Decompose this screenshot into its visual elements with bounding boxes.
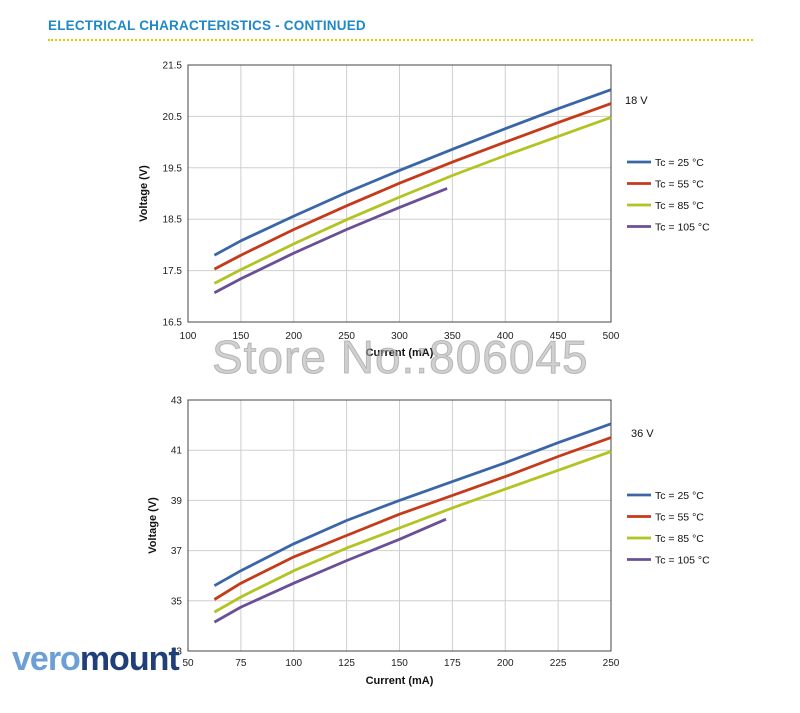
chart1-ytick-label: 33 (171, 647, 183, 658)
section-header: ELECTRICAL CHARACTERISTICS - CONTINUED (48, 18, 753, 41)
chart1-series-line-1 (213, 436, 612, 601)
chart0-legend-label-2: Tc = 85 °C (655, 200, 704, 212)
chart1-voltage-label: 36 V (631, 428, 654, 440)
chart1-xtick-label: 250 (603, 658, 620, 669)
chart0-xtick-label: 500 (603, 331, 620, 342)
chart1-series-line-2 (213, 450, 612, 614)
chart1-xtick-label: 225 (550, 658, 567, 669)
logo-part-2: mount (79, 640, 180, 678)
chart0-xtick-label: 100 (180, 331, 197, 342)
chart0-legend-label-0: Tc = 25 °C (655, 157, 704, 169)
chart0-ytick-label: 19.5 (163, 163, 183, 174)
chart0-series-line-1 (213, 102, 612, 271)
brand-logo: veromount (12, 640, 180, 679)
chart1-ytick-label: 39 (171, 496, 183, 507)
chart0-xtick-label: 400 (497, 331, 514, 342)
chart0-ytick-label: 21.5 (163, 61, 183, 72)
chart1-series-line-0 (213, 422, 612, 587)
chart1-xtick-label: 175 (444, 658, 461, 669)
chart0-legend-label-1: Tc = 55 °C (655, 178, 704, 190)
chart0-series-line-0 (213, 88, 612, 257)
chart0-xtick-label: 200 (285, 331, 302, 342)
section-title: ELECTRICAL CHARACTERISTICS - CONTINUED (48, 18, 366, 33)
chart0-y-axis-title: Voltage (V) (138, 165, 150, 222)
chart1-ytick-label: 41 (171, 446, 183, 457)
chart0-voltage-label: 18 V (625, 95, 648, 107)
chart1-x-axis-title: Current (mA) (366, 675, 434, 687)
chart0-xtick-label: 300 (391, 331, 408, 342)
chart0-plot-frame (187, 64, 612, 323)
store-watermark: Store No.:806045 (212, 331, 589, 384)
chart0-xtick-label: 450 (550, 331, 567, 342)
chart1-xtick-label: 50 (182, 658, 194, 669)
chart0-series-line-2 (213, 116, 612, 285)
chart1-xtick-label: 200 (497, 658, 514, 669)
chart1-series-line-3 (213, 517, 447, 624)
chart1-ytick-label: 37 (171, 546, 183, 557)
chart1-xtick-label: 150 (391, 658, 408, 669)
chart0-legend-label-3: Tc = 105 °C (655, 221, 710, 233)
chart1-xtick-label: 125 (338, 658, 355, 669)
chart1-ytick-label: 43 (171, 396, 183, 407)
chart1-legend-label-2: Tc = 85 °C (655, 533, 704, 545)
chart1-ytick-label: 35 (171, 596, 183, 607)
chart0-ytick-label: 20.5 (163, 112, 183, 123)
chart0-xtick-label: 150 (233, 331, 250, 342)
chart0-xtick-label: 250 (338, 331, 355, 342)
chart0-ytick-label: 18.5 (163, 215, 183, 226)
chart1-y-axis-title: Voltage (V) (147, 497, 159, 554)
chart0-ytick-label: 17.5 (163, 266, 183, 277)
chart0-series-line-3 (213, 187, 448, 294)
chart0-x-axis-title: Current (mA) (366, 347, 434, 359)
chart1-legend-label-3: Tc = 105 °C (655, 554, 710, 566)
chart1-legend-label-0: Tc = 25 °C (655, 490, 704, 502)
chart1-xtick-label: 75 (235, 658, 247, 669)
chart1-plot-frame (187, 399, 612, 652)
logo-part-1: vero (12, 640, 81, 678)
chart1-legend-label-1: Tc = 55 °C (655, 511, 704, 523)
voltage-current-chart-18v: 100 150 200 250 300 350 400 450 500 16.5 17.5 18.5 1… (138, 61, 710, 360)
chart0-ytick-label: 16.5 (163, 318, 183, 329)
chart1-xtick-label: 100 (285, 658, 302, 669)
chart0-xtick-label: 350 (444, 331, 461, 342)
